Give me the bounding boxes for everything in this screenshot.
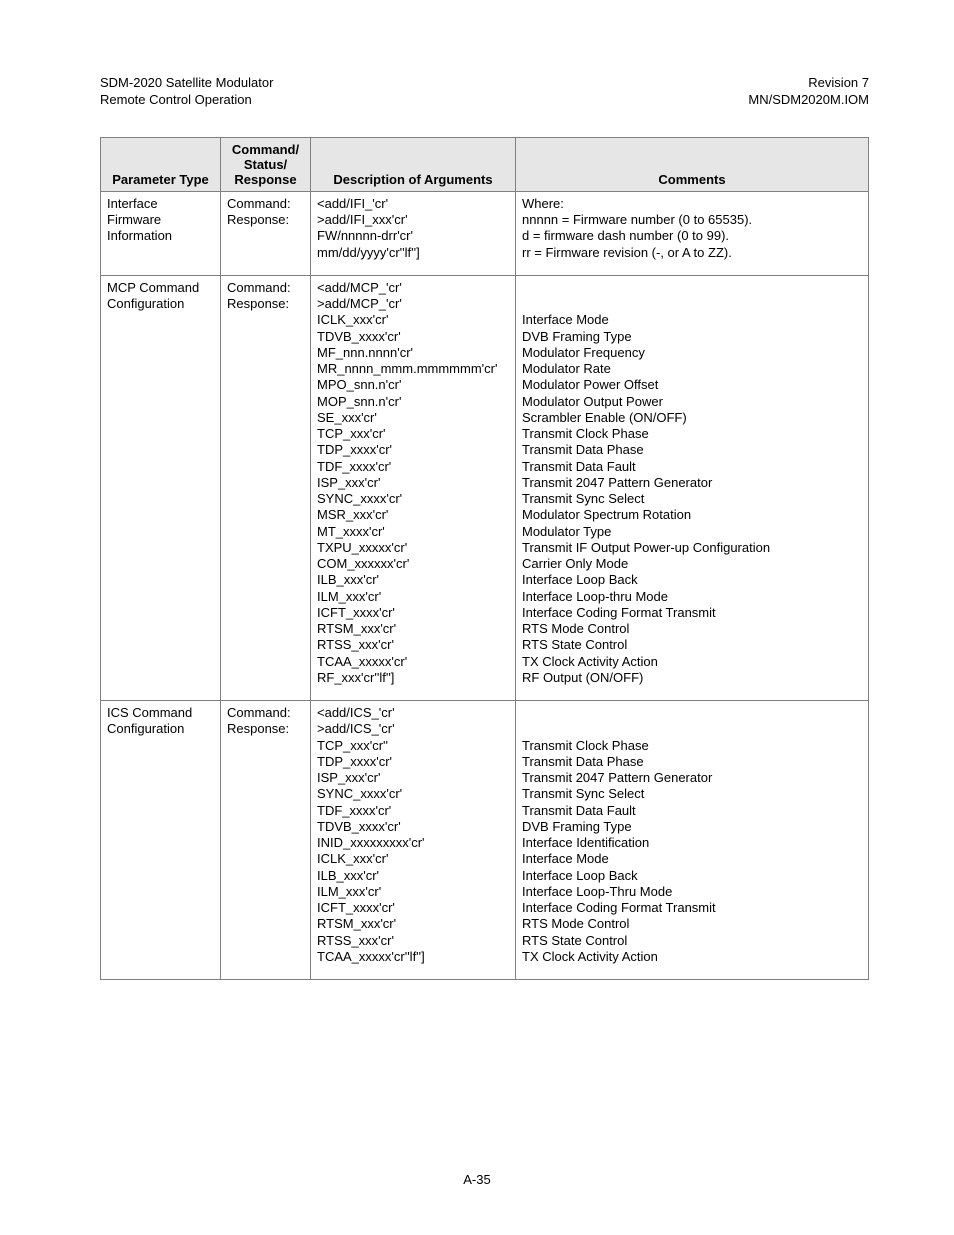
doc-subtitle: Remote Control Operation <box>100 92 273 109</box>
header-right: Revision 7 MN/SDM2020M.IOM <box>748 75 869 109</box>
cell-cmd: Command: Response: <box>227 280 291 311</box>
cell-param: Interface Firmware Information <box>107 196 172 244</box>
cell-comments: Transmit Clock Phase Transmit Data Phase… <box>522 738 716 964</box>
col-header-description: Description of Arguments <box>311 137 516 191</box>
table-header-row: Parameter Type Command/ Status/ Response… <box>101 137 869 191</box>
page-header: SDM-2020 Satellite Modulator Remote Cont… <box>100 75 869 109</box>
table-row: MCP Command Configuration Command: Respo… <box>101 275 869 700</box>
command-table: Parameter Type Command/ Status/ Response… <box>100 137 869 980</box>
cell-desc: <add/ICS_'cr' >add/ICS_'cr' TCP_xxx'cr''… <box>317 705 425 964</box>
cell-param: ICS Command Configuration <box>107 705 192 736</box>
col-header-command: Command/ Status/ Response <box>221 137 311 191</box>
page: SDM-2020 Satellite Modulator Remote Cont… <box>0 0 954 1235</box>
col-header-label: Comments <box>658 172 725 187</box>
col-header-label: Description of Arguments <box>333 172 492 187</box>
table-row: Interface Firmware Information Command: … <box>101 191 869 275</box>
cell-desc: <add/IFI_'cr' >add/IFI_xxx'cr' FW/nnnnn-… <box>317 196 420 260</box>
col-header-label: Command/ Status/ Response <box>232 142 299 187</box>
cell-param: MCP Command Configuration <box>107 280 199 311</box>
cell-cmd: Command: Response: <box>227 196 291 227</box>
cell-cmd: Command: Response: <box>227 705 291 736</box>
doc-title: SDM-2020 Satellite Modulator <box>100 75 273 92</box>
col-header-label: Parameter Type <box>112 172 209 187</box>
col-header-comments: Comments <box>516 137 869 191</box>
table-row: ICS Command Configuration Command: Respo… <box>101 701 869 980</box>
doc-number: MN/SDM2020M.IOM <box>748 92 869 109</box>
cell-desc: <add/MCP_'cr' >add/MCP_'cr' ICLK_xxx'cr'… <box>317 280 497 685</box>
doc-revision: Revision 7 <box>748 75 869 92</box>
page-footer: A-35 <box>0 1172 954 1187</box>
page-number: A-35 <box>463 1172 490 1187</box>
cell-comments: Where: nnnnn = Firmware number (0 to 655… <box>522 196 752 260</box>
col-header-parameter: Parameter Type <box>101 137 221 191</box>
header-left: SDM-2020 Satellite Modulator Remote Cont… <box>100 75 273 109</box>
cell-comments: Interface Mode DVB Framing Type Modulato… <box>522 312 770 685</box>
